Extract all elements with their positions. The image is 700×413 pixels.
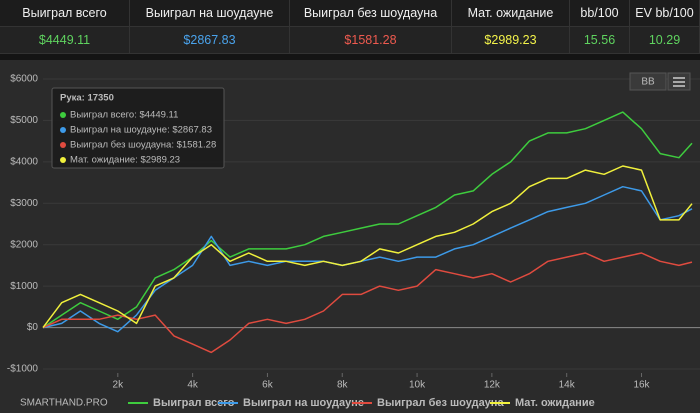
y-tick-label: $3000 (10, 198, 38, 209)
series-line (42, 165, 693, 329)
x-tick-label: 4k (187, 380, 199, 391)
tooltip-row: Мат. ожидание: $2989.23 (70, 155, 180, 166)
value-cell: $4449.11 (0, 27, 130, 53)
series-line (42, 185, 693, 333)
legend-label: Выиграл без шоудауна (377, 397, 504, 409)
y-tick-label: $0 (27, 322, 39, 333)
x-tick-label: 8k (337, 380, 349, 391)
x-tick-label: 16k (633, 380, 650, 391)
bb-button-label: BB (641, 77, 655, 88)
header-cell: Выиграл всего (0, 0, 130, 26)
tooltip-dot (60, 112, 66, 118)
y-tick-label: -$1000 (7, 364, 39, 375)
header-cell: EV bb/100 (630, 0, 700, 26)
x-tick-label: 2k (113, 380, 125, 391)
bb-button[interactable] (629, 72, 667, 91)
value-cell: $2989.23 (452, 27, 570, 53)
value-cell: $2867.83 (130, 27, 290, 53)
header-cell: Выиграл без шоудауна (290, 0, 452, 26)
x-tick-label: 14k (559, 380, 576, 391)
stats-table: Выиграл всего Выиграл на шоудауне Выиграл … (0, 0, 700, 54)
tooltip-title: Рука: 17350 (60, 93, 114, 104)
tooltip-dot (60, 142, 66, 148)
legend-label: Мат. ожидание (515, 397, 595, 409)
x-tick-label: 12k (484, 380, 501, 391)
header-cell: Мат. ожидание (452, 0, 570, 26)
value-cell: 10.29 (630, 27, 700, 53)
y-tick-label: $2000 (10, 239, 38, 250)
tooltip-dot (60, 127, 66, 133)
y-tick-label: $1000 (10, 281, 38, 292)
header-cell: Выиграл на шоудауне (130, 0, 290, 26)
value-row: $4449.11 $2867.83 $1581.28 $2989.23 15.56 10.… (0, 26, 700, 54)
value-cell: $1581.28 (290, 27, 452, 53)
watermark: SMARTHAND.PRO (20, 398, 108, 409)
value-cell: 15.56 (570, 27, 630, 53)
y-tick-label: $5000 (10, 115, 38, 126)
tooltip-box (51, 87, 225, 169)
header-cell: bb/100 (570, 0, 630, 26)
chart: -$1000 $0 $1000 $2000 $3000 $4000 $5000 $6000 2k… (0, 60, 700, 413)
series-line (42, 252, 693, 354)
legend-label: Выиграл всего (153, 397, 235, 409)
tooltip-row: Выиграл без шоудауна: $1581.28 (70, 140, 216, 151)
y-tick-label: $6000 (10, 74, 38, 85)
series-line (42, 111, 693, 329)
x-tick-label: 6k (262, 380, 274, 391)
tooltip-row: Выиграл на шоудауне: $2867.83 (70, 125, 212, 136)
tooltip-dot (60, 157, 66, 163)
legend-label: Выиграл на шоудауне (243, 397, 364, 409)
tooltip-row: Выиграл всего: $4449.11 (70, 110, 178, 121)
header-row: Выиграл всего Выиграл на шоудауне Выиграл … (0, 0, 700, 26)
y-tick-label: $4000 (10, 156, 38, 167)
x-tick-label: 10k (409, 380, 426, 391)
